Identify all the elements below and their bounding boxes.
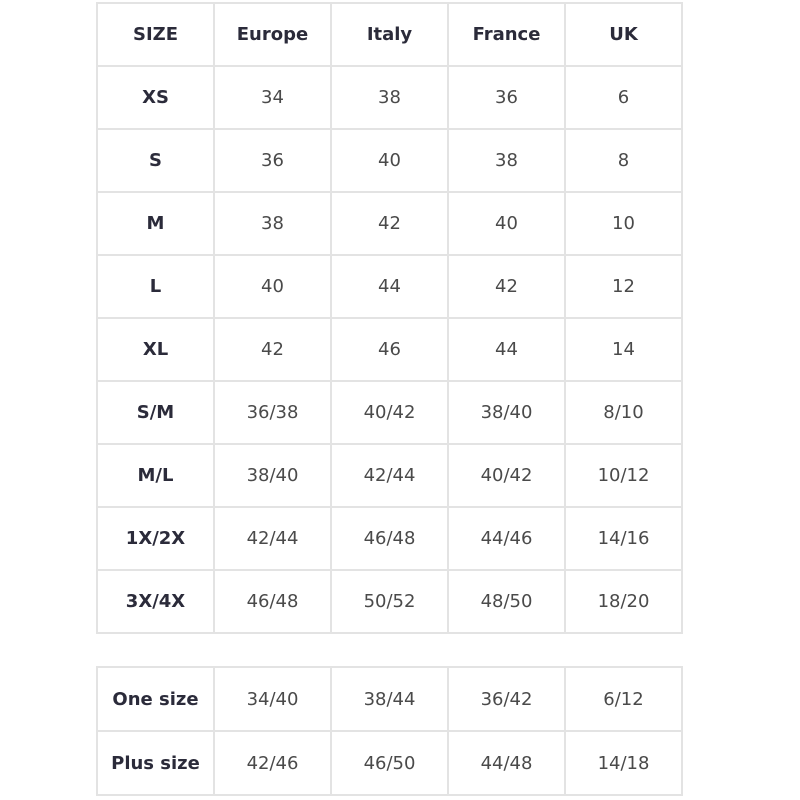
size-value-cell: 42 bbox=[447, 254, 566, 319]
size-value-cell: 38/40 bbox=[447, 380, 566, 445]
size-value-cell: 44/48 bbox=[447, 730, 566, 796]
size-value-cell: 14/18 bbox=[564, 730, 683, 796]
size-label-cell: M bbox=[96, 191, 215, 256]
size-value-cell: 34 bbox=[213, 65, 332, 130]
column-header: UK bbox=[564, 2, 683, 67]
column-header: France bbox=[447, 2, 566, 67]
size-value-cell: 36 bbox=[213, 128, 332, 193]
size-value-cell: 14 bbox=[564, 317, 683, 382]
size-label-cell: 3X/4X bbox=[96, 569, 215, 634]
size-value-cell: 38 bbox=[447, 128, 566, 193]
size-value-cell: 36/38 bbox=[213, 380, 332, 445]
size-label-cell: 1X/2X bbox=[96, 506, 215, 571]
table-row: 3X/4X 46/48 50/52 48/50 18/20 bbox=[96, 569, 683, 634]
header-row: SIZE Europe Italy France UK bbox=[96, 2, 683, 67]
size-value-cell: 42/46 bbox=[213, 730, 332, 796]
size-value-cell: 8/10 bbox=[564, 380, 683, 445]
size-value-cell: 44 bbox=[447, 317, 566, 382]
size-value-cell: 46 bbox=[330, 317, 449, 382]
size-value-cell: 42 bbox=[330, 191, 449, 256]
size-label-cell: L bbox=[96, 254, 215, 319]
size-value-cell: 40 bbox=[330, 128, 449, 193]
size-value-cell: 46/48 bbox=[213, 569, 332, 634]
size-conversion-table: SIZE Europe Italy France UK XS 34 38 36 6 S 36 40 38 8… bbox=[96, 2, 683, 634]
size-label-cell: S bbox=[96, 128, 215, 193]
size-value-cell: 14/16 bbox=[564, 506, 683, 571]
size-value-cell: 34/40 bbox=[213, 666, 332, 732]
size-label-cell: Plus size bbox=[96, 730, 215, 796]
size-value-cell: 38 bbox=[213, 191, 332, 256]
size-value-cell: 46/50 bbox=[330, 730, 449, 796]
special-size-table: One size 34/40 38/44 36/42 6/12 Plus size 42/4… bbox=[96, 666, 683, 796]
size-value-cell: 18/20 bbox=[564, 569, 683, 634]
size-value-cell: 10 bbox=[564, 191, 683, 256]
size-value-cell: 8 bbox=[564, 128, 683, 193]
table-row: 1X/2X 42/44 46/48 44/46 14/16 bbox=[96, 506, 683, 571]
size-value-cell: 40/42 bbox=[447, 443, 566, 508]
size-value-cell: 6/12 bbox=[564, 666, 683, 732]
size-label-cell: S/M bbox=[96, 380, 215, 445]
size-value-cell: 40 bbox=[213, 254, 332, 319]
table-row: S 36 40 38 8 bbox=[96, 128, 683, 193]
column-header: Italy bbox=[330, 2, 449, 67]
size-value-cell: 38 bbox=[330, 65, 449, 130]
size-label-cell: XS bbox=[96, 65, 215, 130]
table-row: L 40 44 42 12 bbox=[96, 254, 683, 319]
size-value-cell: 44/46 bbox=[447, 506, 566, 571]
table-row: M 38 42 40 10 bbox=[96, 191, 683, 256]
table-row: S/M 36/38 40/42 38/40 8/10 bbox=[96, 380, 683, 445]
size-value-cell: 42/44 bbox=[330, 443, 449, 508]
size-label-cell: XL bbox=[96, 317, 215, 382]
size-value-cell: 6 bbox=[564, 65, 683, 130]
table-row: Plus size 42/46 46/50 44/48 14/18 bbox=[96, 730, 683, 796]
table-row: One size 34/40 38/44 36/42 6/12 bbox=[96, 666, 683, 732]
size-value-cell: 12 bbox=[564, 254, 683, 319]
size-value-cell: 42 bbox=[213, 317, 332, 382]
column-header: Europe bbox=[213, 2, 332, 67]
size-value-cell: 42/44 bbox=[213, 506, 332, 571]
table-row: M/L 38/40 42/44 40/42 10/12 bbox=[96, 443, 683, 508]
size-value-cell: 48/50 bbox=[447, 569, 566, 634]
size-label-cell: M/L bbox=[96, 443, 215, 508]
size-value-cell: 40 bbox=[447, 191, 566, 256]
column-header: SIZE bbox=[96, 2, 215, 67]
size-value-cell: 44 bbox=[330, 254, 449, 319]
size-value-cell: 38/40 bbox=[213, 443, 332, 508]
size-value-cell: 36/42 bbox=[447, 666, 566, 732]
size-value-cell: 10/12 bbox=[564, 443, 683, 508]
size-value-cell: 38/44 bbox=[330, 666, 449, 732]
table-row: XS 34 38 36 6 bbox=[96, 65, 683, 130]
size-value-cell: 46/48 bbox=[330, 506, 449, 571]
size-label-cell: One size bbox=[96, 666, 215, 732]
size-value-cell: 36 bbox=[447, 65, 566, 130]
size-value-cell: 40/42 bbox=[330, 380, 449, 445]
table-row: XL 42 46 44 14 bbox=[96, 317, 683, 382]
size-value-cell: 50/52 bbox=[330, 569, 449, 634]
